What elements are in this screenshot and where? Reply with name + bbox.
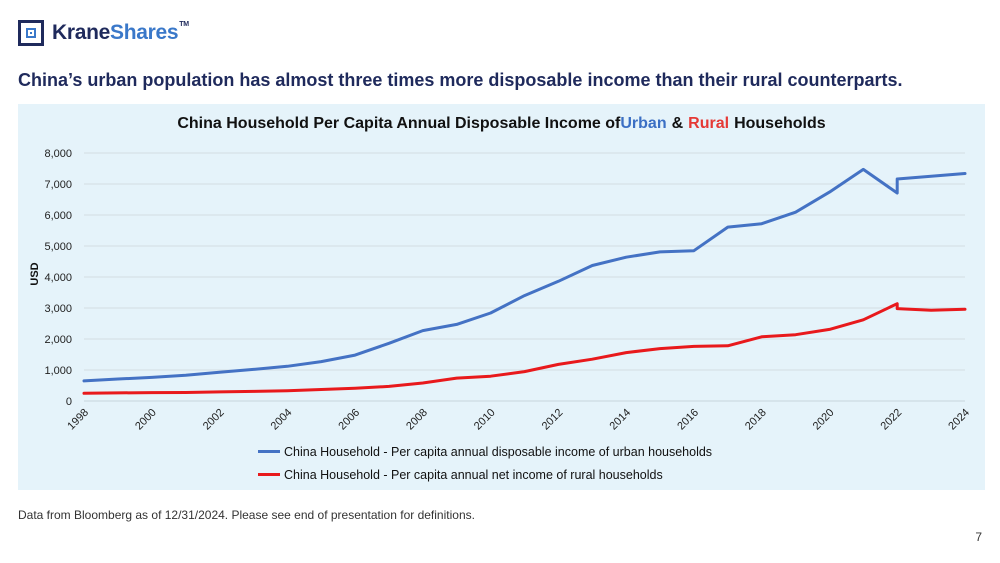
chart-title: China Household Per Capita Annual Dispos…: [18, 115, 985, 133]
y-tick-label: 6,000: [44, 210, 72, 222]
legend-label-urban: China Household - Per capita annual disp…: [284, 444, 713, 459]
x-tick-label: 1998: [65, 407, 91, 433]
chart-title-prefix: China Household Per Capita Annual Dispos…: [177, 115, 621, 132]
y-tick-label: 1,000: [44, 365, 72, 377]
x-tick-label: 2022: [879, 407, 905, 433]
urban-income-line: [82, 167, 967, 383]
chart-legend: China Household - Per capita annual disp…: [258, 440, 712, 486]
y-tick-label: 3,000: [44, 303, 72, 315]
x-tick-label: 2012: [540, 407, 566, 433]
slide-headline: China’s urban population has almost thre…: [18, 70, 903, 90]
y-tick-label: 0: [66, 396, 72, 408]
x-axis-ticks: 1998 2000 2002 2004 2006 2008 2010 2012 2014 2016…: [65, 407, 972, 433]
legend-item-rural: China Household - Per capita annual net …: [258, 463, 712, 486]
x-tick-label: 2016: [675, 407, 701, 433]
line-chart: 0 1,000 2,000 3,000 4,000 5,000 6,000 7,000 8,00…: [29, 148, 972, 433]
legend-swatch-urban: [258, 450, 280, 453]
y-tick-label: 2,000: [44, 334, 72, 346]
x-tick-label: 2008: [404, 407, 430, 433]
legend-label-rural: China Household - Per capita annual net …: [284, 467, 663, 482]
krane-logo-icon: [18, 20, 44, 46]
x-tick-label: 2006: [336, 407, 362, 433]
rural-income-line: [82, 302, 967, 395]
x-tick-label: 2018: [743, 407, 769, 433]
chart-title-amp: &: [671, 115, 684, 132]
y-axis-label: USD: [29, 262, 41, 285]
chart-panel: China Household Per Capita Annual Dispos…: [18, 104, 985, 490]
chart-title-rural: Rural: [688, 115, 730, 132]
x-tick-label: 2002: [201, 407, 227, 433]
gridlines: [84, 152, 965, 402]
series-lines: [82, 167, 967, 395]
y-tick-label: 4,000: [44, 272, 72, 284]
y-tick-label: 8,000: [44, 148, 72, 160]
legend-swatch-rural: [258, 473, 280, 476]
x-tick-label: 2010: [472, 407, 498, 433]
x-tick-label: 2024: [946, 407, 972, 433]
krane-shares-logo: KraneSharesTM: [18, 16, 189, 50]
data-source-footnote: Data from Bloomberg as of 12/31/2024. Pl…: [18, 508, 475, 522]
x-tick-label: 2020: [811, 407, 837, 433]
x-tick-label: 2004: [269, 407, 295, 433]
y-axis-ticks: 0 1,000 2,000 3,000 4,000 5,000 6,000 7,000 8,00…: [44, 148, 72, 408]
x-tick-label: 2000: [133, 407, 159, 433]
legend-item-urban: China Household - Per capita annual disp…: [258, 440, 712, 463]
page-number: 7: [975, 530, 982, 544]
y-tick-label: 7,000: [44, 179, 72, 191]
logo-wordmark: KraneSharesTM: [52, 21, 189, 44]
y-tick-label: 5,000: [44, 241, 72, 253]
chart-title-urban: Urban: [620, 115, 667, 132]
chart-title-suffix: Households: [734, 115, 826, 132]
x-tick-label: 2014: [607, 407, 633, 433]
